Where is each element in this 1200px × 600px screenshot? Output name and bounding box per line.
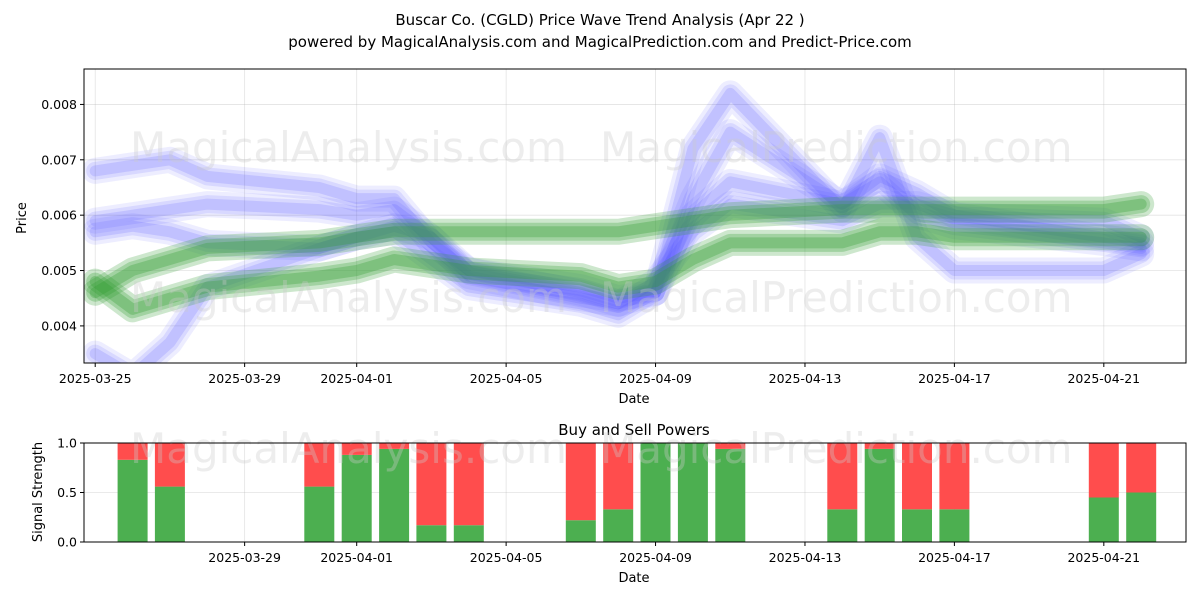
- blue-wave-band-3-2: [89, 198, 1147, 363]
- watermark-bottom-right: MagicalPrediction.com: [600, 424, 1073, 473]
- chart-subtitle: powered by MagicalAnalysis.com and Magic…: [288, 33, 912, 51]
- blue-wave-band-1-2: [89, 126, 1147, 310]
- sell-bar-2025-03-26: [117, 443, 148, 460]
- buy-bar-2025-03-31: [304, 486, 335, 542]
- sell-bar-2025-04-02: [379, 443, 410, 449]
- signal-ticks: 0.0 0.5 1.0 2025-03-29 2025-04-01 2025-04-05 2…: [57, 436, 1140, 566]
- green-wave-band-5-1: [86, 195, 1151, 302]
- watermark-top-right: MagicalPrediction.com: [600, 123, 1073, 172]
- price-x-tick-label: 2025-04-13: [769, 371, 842, 386]
- sell-bar-2025-04-03: [416, 443, 447, 526]
- price-ticks: 0.004 0.005 0.006 0.007 0.008 2025-03-25 2025-…: [41, 97, 1140, 386]
- price-x-tick-label: 2025-04-17: [918, 371, 991, 386]
- buy-bar-2025-04-02: [379, 448, 410, 542]
- buy-bar-2025-04-22: [1126, 492, 1157, 542]
- sell-bar-2025-04-21: [1088, 443, 1119, 498]
- signal-chart-title: Buy and Sell Powers: [558, 421, 710, 439]
- signal-x-tick-label: 2025-04-01: [320, 550, 393, 565]
- blue-wave-band-2-0: [84, 80, 1155, 328]
- buy-bar-2025-04-11: [715, 448, 746, 542]
- sell-bar-2025-04-16: [902, 443, 932, 510]
- price-axes-frame: [83, 68, 1187, 364]
- watermark-mid-left: MagicalAnalysis.com: [130, 273, 567, 322]
- blue-wave-band-1-0: [84, 119, 1155, 317]
- blue-wave-band-2-2: [89, 87, 1147, 321]
- green-wave-band-4-0: [84, 218, 1155, 323]
- sell-bar-2025-04-15: [864, 443, 895, 449]
- signal-y-axis-label: Signal Strength: [31, 442, 46, 542]
- buy-bar-2025-04-15: [864, 448, 895, 542]
- blue-wave-band-2-1: [86, 84, 1151, 324]
- blue-wave-band-3-1: [86, 195, 1151, 363]
- sell-bar-2025-04-14: [827, 443, 858, 510]
- signal-y-tick-label: 0.5: [57, 485, 77, 500]
- price-x-tick-label: 2025-04-09: [619, 371, 692, 386]
- buy-bar-2025-04-04: [453, 525, 484, 542]
- watermark-mid-right: MagicalPrediction.com: [600, 273, 1073, 322]
- green-wave-band-4-2: [89, 226, 1147, 315]
- signal-x-tick-label: 2025-04-05: [470, 550, 543, 565]
- signal-x-tick-label: 2025-04-09: [619, 550, 692, 565]
- buy-bar-2025-04-10: [677, 443, 708, 542]
- sell-bar-2025-04-07: [565, 443, 596, 521]
- signal-x-tick-label: 2025-04-13: [769, 550, 842, 565]
- sell-bar-2025-04-11: [715, 443, 746, 449]
- blue-wave-band-0-1: [86, 150, 1151, 308]
- signal-x-axis-label: Date: [618, 571, 649, 586]
- price-x-axis-label: Date: [618, 392, 649, 407]
- price-x-tick-label: 2025-04-01: [320, 371, 393, 386]
- green-wave-band-4-1: [86, 222, 1151, 319]
- price-y-tick-label: 0.004: [41, 318, 77, 333]
- buy-bar-2025-04-21: [1088, 497, 1119, 542]
- price-y-tick-label: 0.007: [41, 152, 77, 167]
- sell-bar-2025-03-31: [304, 443, 335, 487]
- signal-bars: [117, 443, 1157, 542]
- blue-wave-band-0-2: [89, 154, 1147, 304]
- buy-bar-2025-04-07: [565, 520, 596, 542]
- price-x-tick-label: 2025-03-25: [59, 371, 132, 386]
- buy-bar-2025-03-26: [117, 459, 148, 542]
- buy-bar-2025-04-09: [640, 443, 671, 542]
- watermark-bottom-left: MagicalAnalysis.com: [130, 424, 567, 473]
- blue-wave-band-1-1: [86, 123, 1151, 313]
- sell-bar-2025-04-01: [341, 443, 372, 455]
- green-wave-band-5-2: [89, 198, 1147, 299]
- signal-y-tick-label: 0.0: [57, 535, 77, 550]
- sell-bar-2025-04-17: [939, 443, 970, 510]
- blue-wave-band-3-0: [84, 191, 1155, 363]
- sell-bar-2025-03-27: [154, 443, 185, 487]
- buy-bar-2025-04-16: [902, 509, 932, 542]
- chart-title: Buscar Co. (CGLD) Price Wave Trend Analy…: [395, 11, 804, 29]
- price-y-tick-label: 0.006: [41, 208, 77, 223]
- buy-bar-2025-04-03: [416, 525, 447, 542]
- blue-wave-band-0-0: [84, 146, 1155, 312]
- sell-bar-2025-04-04: [453, 443, 484, 526]
- price-x-tick-label: 2025-04-05: [470, 371, 543, 386]
- buy-bar-2025-04-01: [341, 454, 372, 542]
- signal-y-tick-label: 1.0: [57, 436, 77, 451]
- price-x-tick-label: 2025-04-21: [1067, 371, 1140, 386]
- buy-bar-2025-04-17: [939, 509, 970, 542]
- buy-bar-2025-04-08: [603, 509, 634, 542]
- price-grid: [84, 69, 1186, 363]
- price-y-tick-label: 0.005: [41, 263, 77, 278]
- sell-bar-2025-04-08: [603, 443, 634, 510]
- price-y-tick-label: 0.008: [41, 97, 77, 112]
- buy-bar-2025-04-14: [827, 509, 858, 542]
- signal-x-tick-label: 2025-03-29: [208, 550, 281, 565]
- green-wave-band-5-0: [84, 191, 1155, 306]
- signal-x-tick-label: 2025-04-21: [1067, 550, 1140, 565]
- watermark-top-left: MagicalAnalysis.com: [130, 123, 567, 172]
- sell-bar-2025-04-22: [1126, 443, 1157, 493]
- buy-bar-2025-03-27: [154, 486, 185, 542]
- price-x-tick-label: 2025-03-29: [208, 371, 281, 386]
- price-bands: [84, 80, 1155, 363]
- price-y-axis-label: Price: [15, 202, 30, 234]
- signal-x-tick-label: 2025-04-17: [918, 550, 991, 565]
